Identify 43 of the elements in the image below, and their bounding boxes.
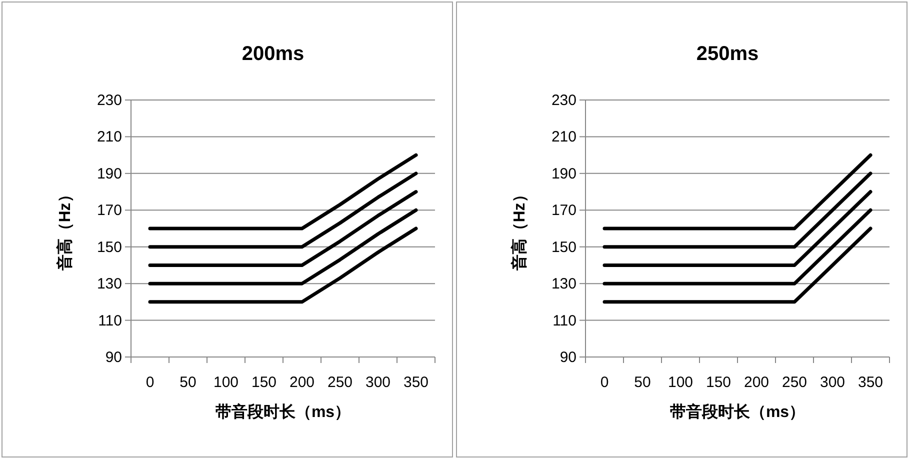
x-tick-label: 100 bbox=[668, 374, 694, 391]
y-tick-label: 230 bbox=[551, 92, 576, 109]
y-tick-label: 110 bbox=[98, 312, 122, 330]
y-tick-label: 170 bbox=[551, 202, 576, 220]
y-tick-label: 230 bbox=[96, 92, 122, 109]
y-tick-label: 90 bbox=[105, 349, 122, 366]
x-tick-label: 300 bbox=[820, 374, 846, 391]
x-tick-label: 100 bbox=[213, 374, 239, 391]
y-tick-label: 190 bbox=[96, 165, 122, 182]
y-tick-label: 150 bbox=[96, 238, 122, 256]
chart-title: 200ms bbox=[242, 43, 304, 65]
x-tick-label: 350 bbox=[858, 374, 884, 391]
y-tick-label: 190 bbox=[551, 165, 576, 182]
x-tick-label: 50 bbox=[180, 374, 196, 391]
y-tick-label: 130 bbox=[551, 276, 576, 293]
x-tick-label: 200 bbox=[744, 374, 770, 391]
line-series bbox=[148, 226, 418, 304]
line-series bbox=[148, 153, 418, 230]
x-axis-title: 带音段时长（ms） bbox=[670, 403, 806, 421]
x-tick-label: 350 bbox=[403, 374, 429, 391]
y-tick-label: 150 bbox=[551, 238, 576, 256]
line-series bbox=[148, 172, 418, 249]
x-tick-label: 0 bbox=[146, 374, 154, 391]
x-tick-label: 150 bbox=[251, 374, 277, 391]
x-tick-label: 150 bbox=[706, 374, 732, 391]
y-tick-label: 110 bbox=[552, 312, 576, 330]
y-tick-label: 210 bbox=[551, 128, 576, 146]
x-tick-label: 50 bbox=[634, 374, 651, 391]
line-series bbox=[148, 190, 418, 267]
y-axis-title: 音高（Hz） bbox=[55, 186, 74, 272]
x-axis-title: 带音段时长（ms） bbox=[215, 403, 351, 421]
x-tick-label: 0 bbox=[600, 374, 609, 391]
line-series bbox=[148, 208, 418, 286]
y-tick-label: 90 bbox=[560, 349, 576, 366]
y-axis-title: 音高（Hz） bbox=[510, 186, 528, 272]
chart-title: 250ms bbox=[696, 43, 759, 65]
x-tick-label: 200 bbox=[289, 374, 315, 391]
y-tick-label: 210 bbox=[96, 128, 122, 146]
x-tick-label: 250 bbox=[327, 374, 353, 391]
x-tick-label: 300 bbox=[365, 374, 391, 391]
y-tick-label: 170 bbox=[96, 202, 122, 220]
y-tick-label: 130 bbox=[96, 276, 122, 293]
x-tick-label: 250 bbox=[782, 374, 808, 391]
